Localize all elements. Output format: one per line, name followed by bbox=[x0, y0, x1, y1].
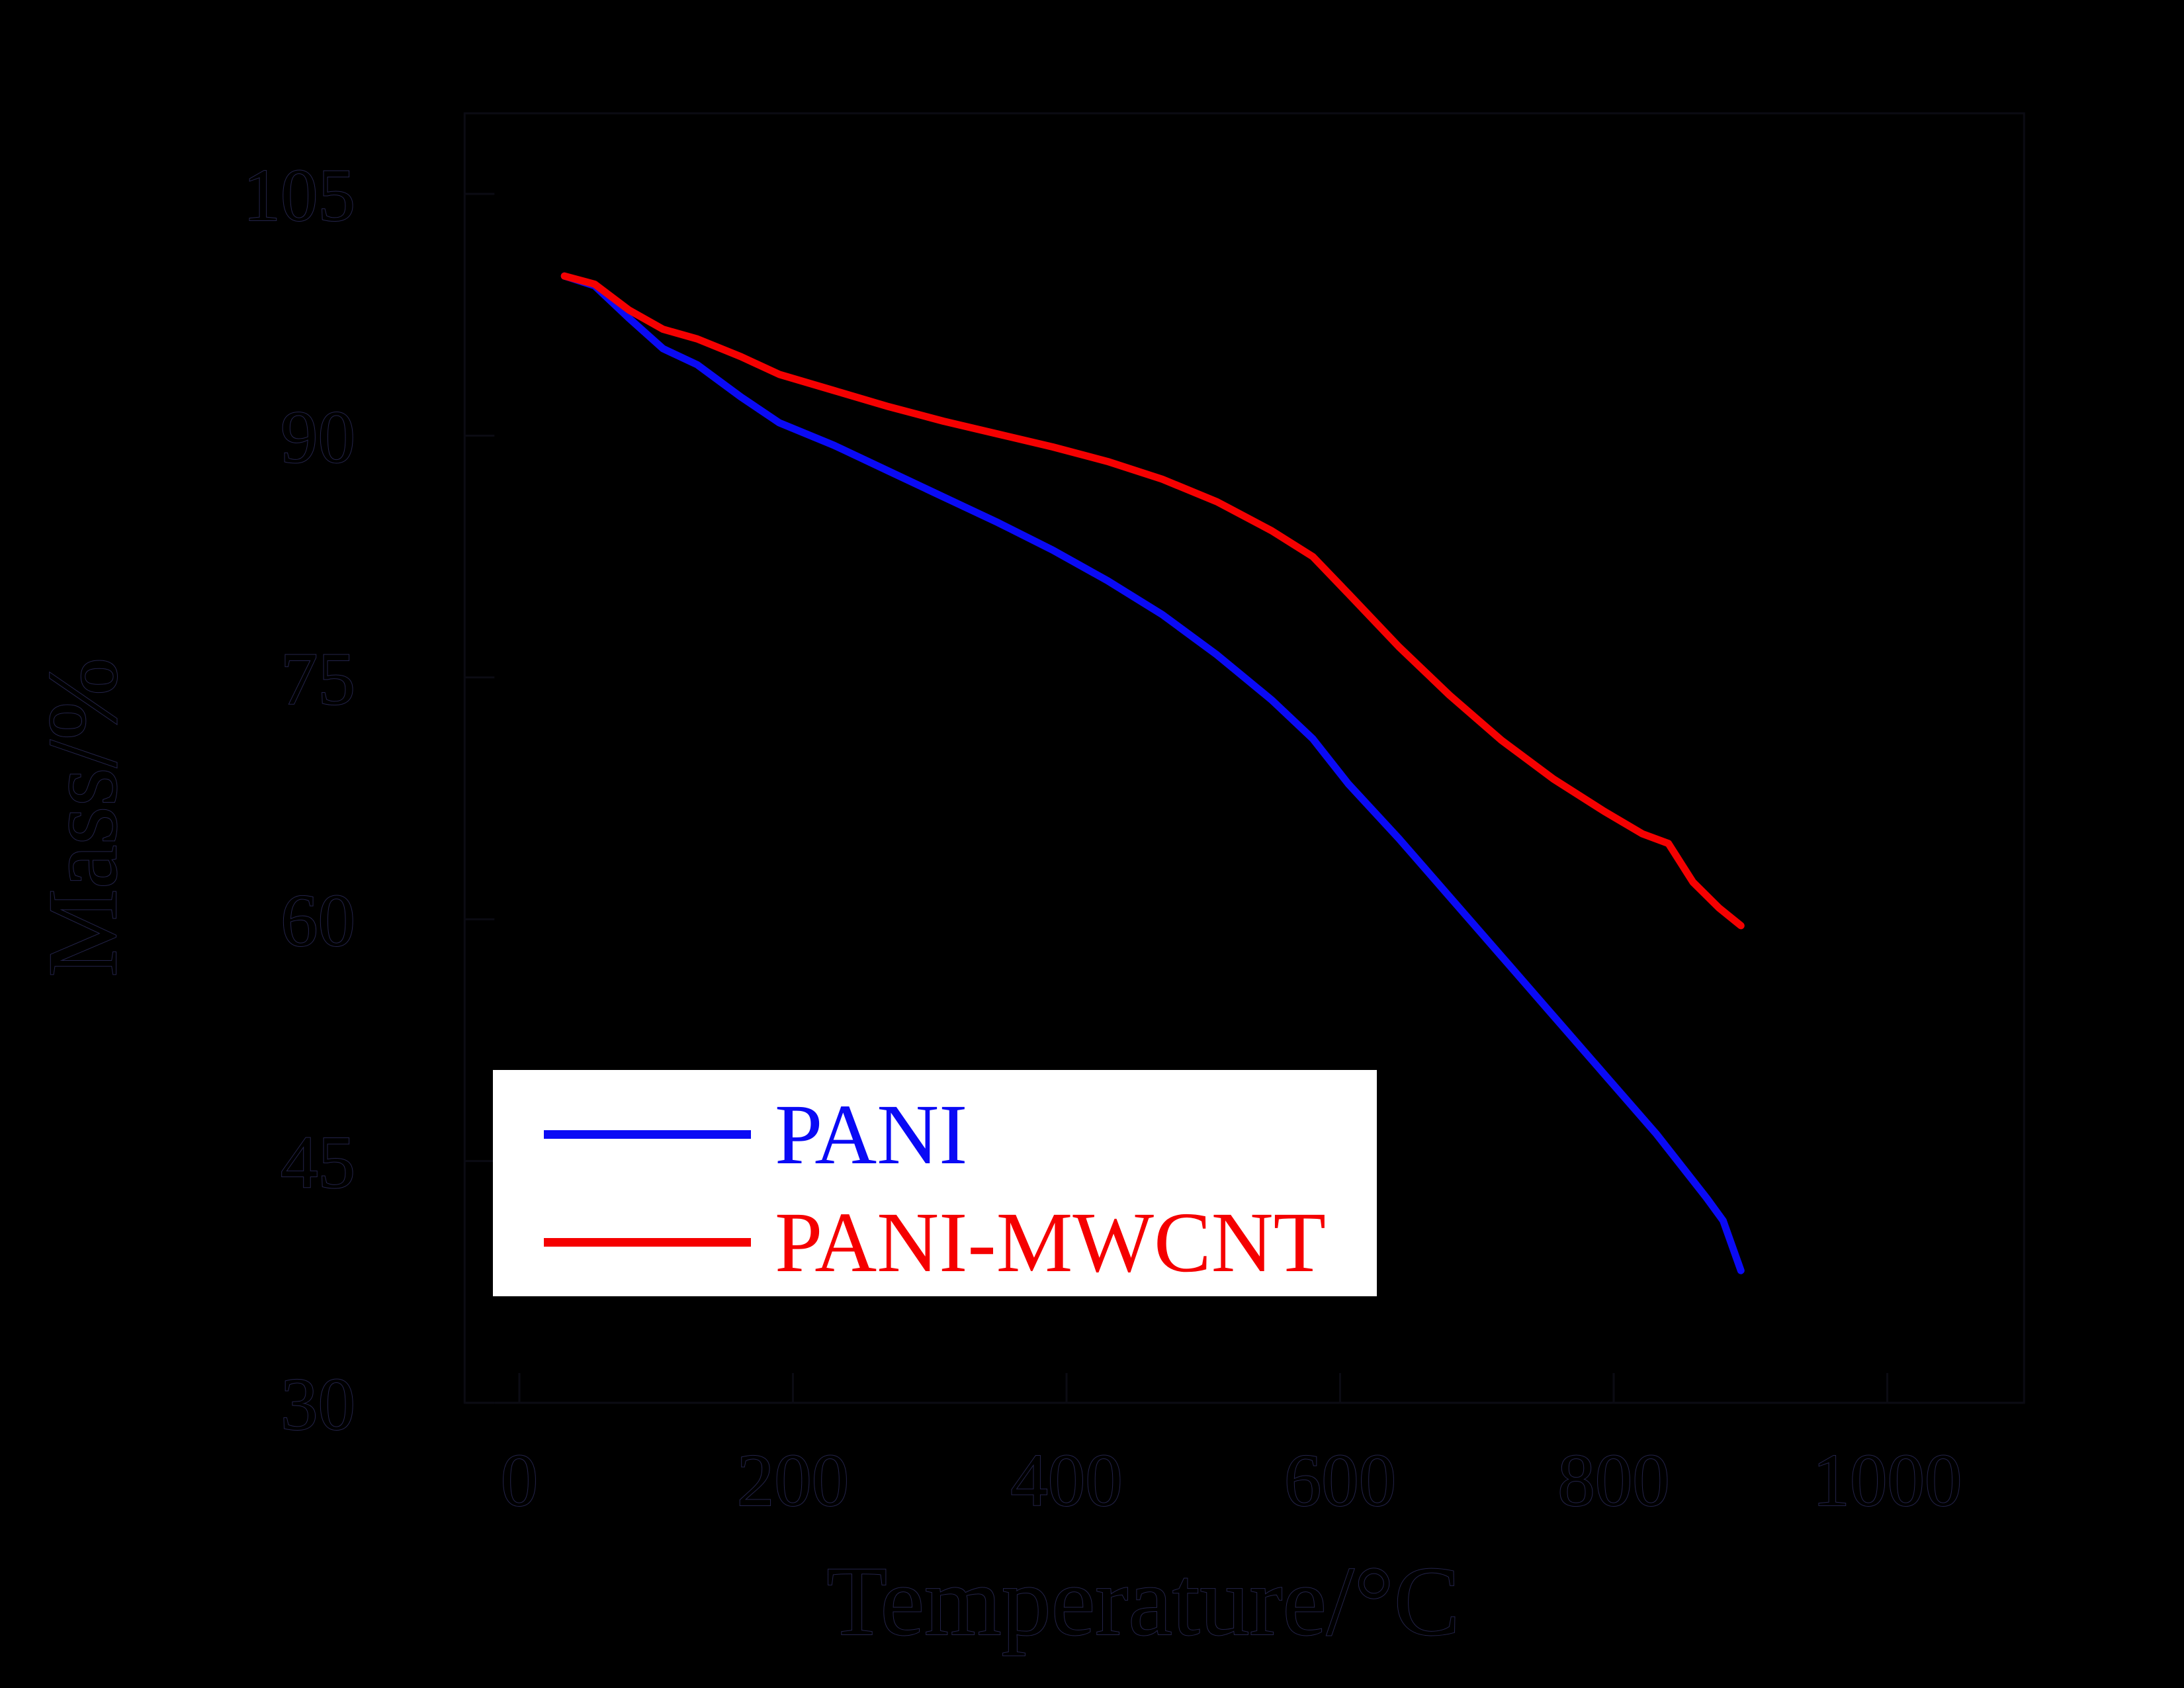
legend-label-pani: PANI bbox=[775, 1087, 968, 1182]
legend: PANI PANI-MWCNT bbox=[493, 1070, 1377, 1296]
y-tick-label: 90 bbox=[281, 396, 355, 478]
legend-item-pani-mwcnt: PANI-MWCNT bbox=[493, 1192, 1377, 1293]
legend-item-pani: PANI bbox=[493, 1085, 1377, 1185]
curve-pani-mwcnt bbox=[560, 272, 1745, 930]
y-axis-title: Mass/% bbox=[28, 657, 138, 977]
x-tick-label: 400 bbox=[1010, 1439, 1123, 1522]
x-tick-label: 200 bbox=[737, 1439, 850, 1522]
x-tick-label: 800 bbox=[1557, 1439, 1670, 1522]
x-tick-label: 1000 bbox=[1813, 1439, 1962, 1522]
legend-label-pani-mwcnt: PANI-MWCNT bbox=[775, 1194, 1327, 1290]
y-tick-label: 105 bbox=[243, 154, 356, 237]
x-tick-label: 600 bbox=[1284, 1439, 1397, 1522]
y-tick-label: 60 bbox=[281, 879, 355, 962]
plot-frame bbox=[463, 112, 2025, 1404]
y-tick-label: 30 bbox=[281, 1363, 355, 1446]
y-tick-label: 75 bbox=[281, 638, 355, 721]
curve-pani bbox=[560, 272, 1745, 1274]
x-tick-label: 0 bbox=[501, 1439, 539, 1522]
pani-mwcnt-line-swatch bbox=[544, 1238, 751, 1247]
pani-line-swatch bbox=[544, 1130, 751, 1139]
x-axis-title: Temperature/°C bbox=[826, 1546, 1460, 1656]
y-tick-label: 45 bbox=[281, 1122, 355, 1204]
